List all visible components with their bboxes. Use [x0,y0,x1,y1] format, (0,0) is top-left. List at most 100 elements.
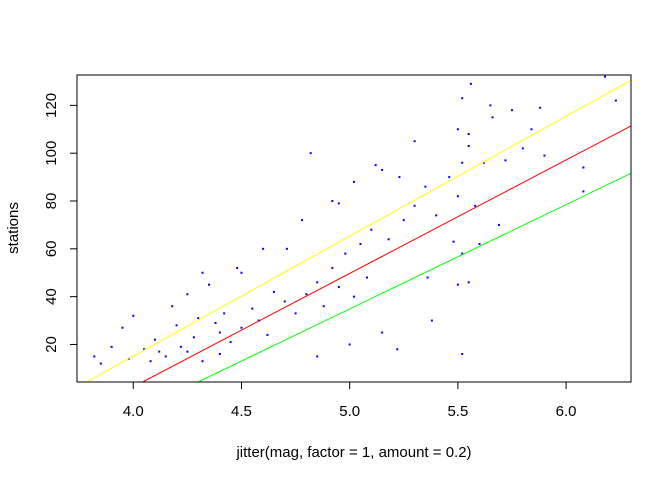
x-axis-title: jitter(mag, factor = 1, amount = 0.2) [235,444,471,461]
x-tick-label: 6.0 [556,403,577,420]
data-point [491,116,494,119]
data-point [461,161,464,164]
data-point [396,348,399,351]
y-axis: 20 40 60 80 100 120 [43,93,78,353]
data-point [456,283,459,286]
fit-line [197,172,632,383]
data-point [305,293,308,296]
x-tick-label: 5.5 [447,403,468,420]
data-point [402,219,405,222]
data-point [251,307,254,310]
data-point [482,161,485,164]
data-point [353,180,355,183]
data-point [121,326,124,329]
data-point [435,214,438,217]
data-point [370,228,373,231]
data-point [426,276,429,279]
data-point [197,317,200,320]
y-axis-title: stations [5,202,22,254]
x-axis: 4.0 4.5 5.0 5.5 6.0 [123,381,577,420]
data-point [582,166,585,169]
data-point [374,164,377,167]
data-point [424,185,427,188]
data-point [240,271,243,274]
data-point [223,312,226,315]
data-point [283,300,286,303]
data-point [413,140,416,143]
data-point [262,247,265,250]
fit-lines-layer [86,79,632,383]
data-point [218,353,221,356]
data-point [604,75,607,78]
data-point [301,219,304,222]
x-tick-label: 5.0 [339,403,360,420]
x-tick-label: 4.5 [231,403,252,420]
data-point [171,305,174,308]
data-point [467,281,470,284]
y-tick-label: 80 [43,193,60,210]
data-point [201,271,204,274]
data-point [93,355,96,358]
data-point [240,326,243,329]
data-point [266,333,269,336]
y-tick-label: 60 [43,240,60,257]
data-point [344,252,347,255]
data-point [521,147,524,150]
data-point [430,319,433,322]
data-point [337,286,340,289]
data-point [461,97,464,100]
data-point [186,350,189,353]
data-point [614,99,617,102]
data-point [322,305,325,308]
data-point [272,290,275,293]
data-points-layer [93,75,617,365]
data-point [448,176,451,179]
data-point [387,238,390,241]
data-point [132,314,135,317]
data-point [398,176,401,179]
y-tick-label: 120 [43,93,60,118]
fit-line [142,125,632,383]
data-point [186,293,189,296]
data-point [543,154,546,157]
data-point [99,362,102,365]
data-point [110,345,113,348]
data-point [153,338,156,341]
data-point [179,345,182,348]
data-point [214,321,217,324]
data-point [316,281,319,284]
data-point [467,133,470,136]
data-point [359,243,362,246]
data-point [201,360,204,363]
data-point [461,353,464,356]
data-point [236,266,239,269]
data-point [504,159,507,162]
data-point [510,109,513,112]
data-point [478,243,481,246]
data-point [452,240,455,243]
plot-frame [76,74,632,383]
data-point [331,200,334,202]
data-point [582,190,585,193]
data-point [469,82,472,85]
data-point [192,336,195,339]
data-point [381,331,384,334]
data-point [539,106,542,109]
fit-line [86,79,632,383]
y-tick-label: 100 [43,141,60,166]
data-point [218,331,221,334]
data-point [337,202,340,205]
data-point [149,360,152,363]
data-point [158,350,161,353]
data-point [294,312,297,315]
data-point [164,355,167,358]
data-point [456,128,459,131]
data-point [489,104,492,107]
data-point [467,145,470,148]
data-point [143,348,146,351]
data-point [316,355,319,358]
data-point [497,223,500,226]
data-point [348,343,351,346]
data-point [353,295,355,298]
data-point [229,341,232,344]
